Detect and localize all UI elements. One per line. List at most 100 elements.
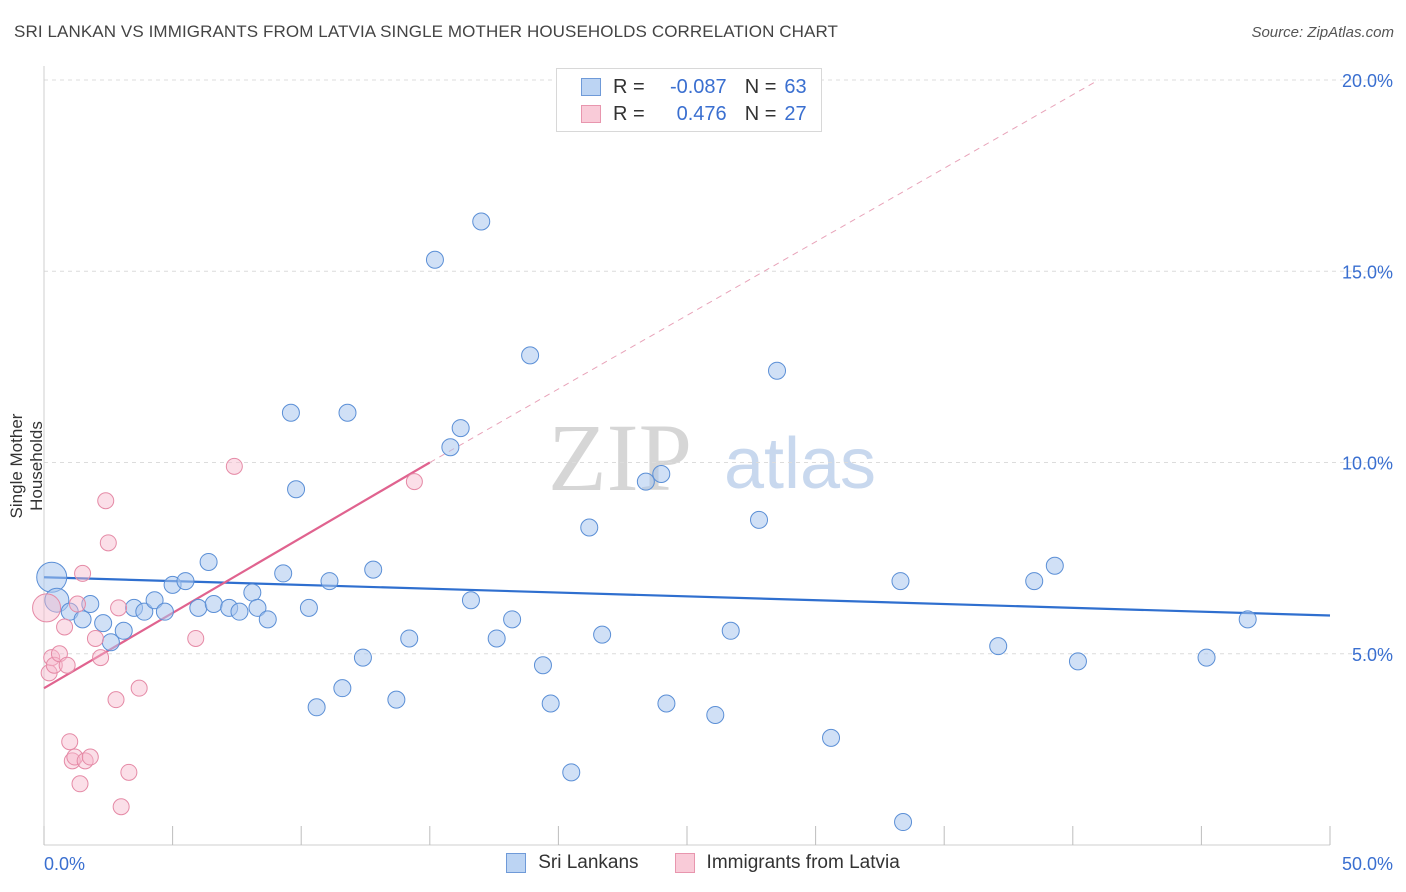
data-point-latvia <box>97 492 115 510</box>
data-point-sri-lankans <box>1025 572 1044 591</box>
data-point-latvia <box>86 629 104 647</box>
data-point-sri-lankans <box>533 656 552 675</box>
data-point-sri-lankans <box>1238 610 1257 629</box>
data-point-sri-lankans <box>1197 648 1216 667</box>
data-point-sri-lankans <box>472 212 491 231</box>
y-tick-label: 10.0% <box>1342 454 1393 474</box>
data-point-sri-lankans <box>114 621 133 640</box>
data-point-sri-lankans <box>307 698 326 717</box>
watermark: ZIP atlas <box>548 404 876 511</box>
data-point-sri-lankans <box>230 602 249 621</box>
source-label: Source: ZipAtlas.com <box>1251 24 1394 41</box>
data-point-latvia <box>71 775 89 793</box>
x-tick-label-min: 0.0% <box>44 854 85 874</box>
series-legend: Sri Lankans Immigrants from Latvia <box>0 852 1406 874</box>
data-point-sri-lankans <box>176 572 195 591</box>
data-point-sri-lankans <box>425 250 444 269</box>
legend-swatch-blue <box>506 853 527 873</box>
blue-swatch <box>581 78 601 96</box>
data-point-latvia <box>225 457 243 475</box>
data-point-sri-lankans <box>503 610 522 629</box>
data-point-latvia <box>68 595 86 613</box>
legend-label-latvia: Immigrants from Latvia <box>706 852 900 873</box>
stats-row-sri-lankans: R = -0.087 N = 63 <box>581 74 807 100</box>
data-point-latvia <box>110 599 128 617</box>
data-point-sri-lankans <box>451 419 470 438</box>
data-point-sri-lankans <box>243 583 262 602</box>
data-point-sri-lankans <box>989 637 1008 656</box>
data-point-sri-lankans <box>364 560 383 579</box>
data-point-sri-lankans <box>248 598 267 617</box>
data-point-latvia <box>107 691 125 709</box>
data-point-latvia <box>92 649 110 667</box>
data-point-latvia <box>58 656 76 674</box>
n-label: N = <box>744 102 777 125</box>
r-label: R = <box>613 75 645 98</box>
data-point-sri-lankans <box>189 598 208 617</box>
y-tick-label: 5.0% <box>1352 645 1393 665</box>
data-point-sri-lankans <box>338 403 357 422</box>
data-point-sri-lankans <box>891 572 910 591</box>
r-label: R = <box>613 102 645 125</box>
stats-row-latvia: R = 0.476 N = 27 <box>581 101 807 127</box>
data-point-sri-lankans <box>199 552 218 571</box>
data-point-sri-lankans <box>706 705 725 724</box>
data-point-sri-lankans <box>580 518 599 537</box>
data-point-sri-lankans <box>894 813 913 832</box>
data-point-latvia <box>32 593 62 623</box>
data-point-latvia <box>112 798 130 816</box>
data-point-latvia <box>81 748 99 766</box>
data-point-sri-lankans <box>721 621 740 640</box>
x-tick-label-max: 50.0% <box>1342 854 1393 874</box>
legend-swatch-pink <box>674 853 695 873</box>
data-point-sri-lankans <box>822 728 841 747</box>
data-point-sri-lankans <box>287 480 306 499</box>
data-point-latvia <box>187 629 205 647</box>
watermark-zip: ZIP <box>548 404 692 511</box>
data-point-latvia <box>56 618 74 636</box>
n-value-sri-lankans: 63 <box>784 75 807 98</box>
data-point-sri-lankans <box>81 595 100 614</box>
data-point-sri-lankans <box>441 438 460 457</box>
data-point-sri-lankans <box>36 561 68 593</box>
data-point-sri-lankans <box>299 598 318 617</box>
data-point-sri-lankans <box>204 595 223 614</box>
data-point-sri-lankans <box>768 361 787 380</box>
data-point-sri-lankans <box>333 679 352 698</box>
data-point-sri-lankans <box>145 591 164 610</box>
data-point-latvia <box>74 564 92 582</box>
stats-legend: R = -0.087 N = 63 R = 0.476 N = 27 <box>556 68 822 132</box>
data-point-latvia <box>99 534 117 552</box>
data-point-sri-lankans <box>657 694 676 713</box>
n-label: N = <box>744 75 777 98</box>
legend-item-latvia: Immigrants from Latvia <box>674 852 900 874</box>
data-point-sri-lankans <box>521 346 540 365</box>
data-point-latvia <box>61 733 79 751</box>
data-point-sri-lankans <box>1068 652 1087 671</box>
data-point-sri-lankans <box>562 763 581 782</box>
legend-label-sri-lankans: Sri Lankans <box>538 852 639 873</box>
pink-swatch <box>581 105 601 123</box>
chart-title: SRI LANKAN VS IMMIGRANTS FROM LATVIA SIN… <box>14 22 839 41</box>
data-point-sri-lankans <box>461 591 480 610</box>
r-value-sri-lankans: -0.087 <box>669 75 727 98</box>
data-point-sri-lankans <box>135 602 154 621</box>
data-point-latvia <box>66 748 84 766</box>
data-point-sri-lankans <box>541 694 560 713</box>
data-point-sri-lankans <box>636 472 655 491</box>
trend-line-sri-lankans <box>43 576 1331 617</box>
data-point-sri-lankans <box>258 610 277 629</box>
r-value-latvia: 0.476 <box>676 102 727 125</box>
y-tick-label: 15.0% <box>1342 262 1393 282</box>
data-point-sri-lankans <box>593 625 612 644</box>
data-point-sri-lankans <box>387 690 406 709</box>
y-axis-label: Single Mother Households <box>7 413 46 519</box>
data-point-sri-lankans <box>73 610 92 629</box>
data-point-latvia <box>130 679 148 697</box>
data-point-latvia <box>120 763 138 781</box>
data-point-sri-lankans <box>320 572 339 591</box>
data-point-sri-lankans <box>155 602 174 621</box>
data-point-sri-lankans <box>274 564 293 583</box>
data-point-sri-lankans <box>353 648 372 667</box>
